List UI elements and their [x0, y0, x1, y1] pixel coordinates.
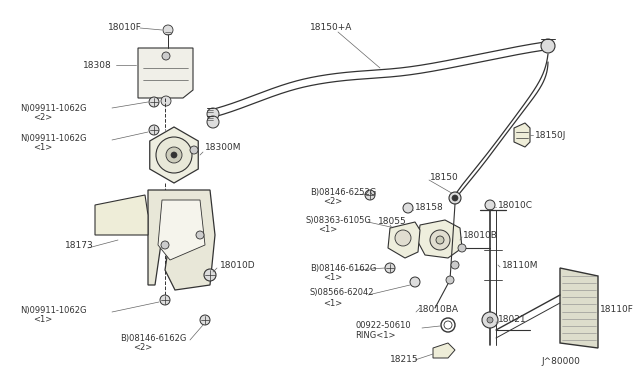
Text: 18010F: 18010F — [108, 23, 142, 32]
Text: 18173: 18173 — [65, 241, 93, 250]
Text: <1>: <1> — [33, 144, 52, 153]
Circle shape — [166, 147, 182, 163]
Text: 18021: 18021 — [498, 315, 527, 324]
Circle shape — [385, 263, 395, 273]
Circle shape — [196, 231, 204, 239]
Circle shape — [487, 317, 493, 323]
Text: 18215: 18215 — [390, 356, 419, 365]
Text: 18150: 18150 — [430, 173, 459, 183]
Circle shape — [446, 276, 454, 284]
Circle shape — [451, 261, 459, 269]
Circle shape — [458, 244, 466, 252]
Polygon shape — [560, 268, 598, 348]
Polygon shape — [158, 200, 205, 260]
Circle shape — [156, 137, 192, 173]
Text: 18010D: 18010D — [220, 260, 255, 269]
Circle shape — [163, 25, 173, 35]
Polygon shape — [150, 127, 198, 183]
Circle shape — [395, 230, 411, 246]
Text: <1>: <1> — [318, 225, 337, 234]
Text: S)08566-62042: S)08566-62042 — [310, 289, 374, 298]
Circle shape — [161, 96, 171, 106]
Circle shape — [410, 277, 420, 287]
Text: 18010BA: 18010BA — [418, 305, 459, 314]
Text: J^80000: J^80000 — [541, 357, 580, 366]
Text: <1>: <1> — [33, 315, 52, 324]
Circle shape — [482, 312, 498, 328]
Polygon shape — [514, 123, 530, 147]
Text: N)09911-1062G: N)09911-1062G — [20, 305, 86, 314]
Polygon shape — [418, 220, 462, 258]
Circle shape — [200, 315, 210, 325]
Circle shape — [207, 116, 219, 128]
Polygon shape — [388, 222, 420, 258]
Text: N)09911-1062G: N)09911-1062G — [20, 103, 86, 112]
Text: <2>: <2> — [323, 198, 342, 206]
Circle shape — [365, 190, 375, 200]
Circle shape — [403, 203, 413, 213]
Polygon shape — [433, 343, 455, 358]
Text: S)08363-6105G: S)08363-6105G — [305, 215, 371, 224]
Text: <2>: <2> — [133, 343, 152, 353]
Text: 18308: 18308 — [83, 61, 112, 70]
Text: 18055: 18055 — [378, 218, 407, 227]
Text: 18010C: 18010C — [498, 201, 533, 209]
Polygon shape — [95, 195, 148, 235]
Circle shape — [449, 192, 461, 204]
Text: RING<1>: RING<1> — [355, 330, 396, 340]
Circle shape — [162, 52, 170, 60]
Text: <1>: <1> — [323, 273, 342, 282]
Circle shape — [161, 241, 169, 249]
Text: 18010B: 18010B — [463, 231, 498, 240]
Circle shape — [452, 195, 458, 201]
Polygon shape — [138, 48, 193, 98]
Circle shape — [190, 146, 198, 154]
Circle shape — [204, 269, 216, 281]
Circle shape — [541, 39, 555, 53]
Circle shape — [485, 200, 495, 210]
Circle shape — [436, 236, 444, 244]
Text: 18300M: 18300M — [205, 144, 241, 153]
Text: 18150+A: 18150+A — [310, 23, 353, 32]
Circle shape — [149, 125, 159, 135]
Text: 18150J: 18150J — [535, 131, 566, 140]
Circle shape — [160, 295, 170, 305]
Text: 00922-50610: 00922-50610 — [355, 321, 411, 330]
Text: 18110F: 18110F — [600, 305, 634, 314]
Text: B)08146-6162G: B)08146-6162G — [120, 334, 186, 343]
Text: <1>: <1> — [323, 298, 342, 308]
Text: 18158: 18158 — [415, 203, 444, 212]
Text: B)08146-6252G: B)08146-6252G — [310, 187, 376, 196]
Circle shape — [207, 108, 219, 120]
Text: 18110M: 18110M — [502, 260, 538, 269]
Polygon shape — [148, 190, 215, 290]
Text: B)08146-6162G: B)08146-6162G — [310, 263, 376, 273]
Text: <2>: <2> — [33, 113, 52, 122]
Circle shape — [171, 152, 177, 158]
Text: N)09911-1062G: N)09911-1062G — [20, 134, 86, 142]
Circle shape — [430, 230, 450, 250]
Circle shape — [149, 97, 159, 107]
